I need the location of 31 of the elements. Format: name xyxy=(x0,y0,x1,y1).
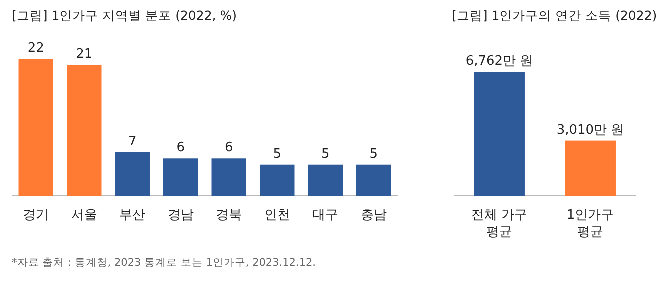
x-tick-label: 인천 xyxy=(264,208,290,223)
data-label: 5 xyxy=(370,146,378,162)
bar xyxy=(308,164,343,196)
x-tick-label: 서울 xyxy=(71,208,98,223)
x-tick-label: 1인가구 평균 xyxy=(566,208,614,240)
data-label: 21 xyxy=(76,47,93,62)
data-label: 5 xyxy=(321,146,330,162)
bar xyxy=(164,158,198,196)
data-label: 7 xyxy=(128,134,137,150)
data-label: 3,010만 원 xyxy=(556,122,624,138)
x-tick-label: 경남 xyxy=(168,208,194,223)
text: *자료 출처 : 통계청, 2023 통계로 보는 1인가구, 2023.12.12. xyxy=(12,257,316,269)
bar xyxy=(212,158,246,196)
x-tick-label: 충남 xyxy=(360,208,387,223)
bar xyxy=(67,65,102,196)
x-tick-label: 경북 xyxy=(216,208,242,223)
x-tick-label: 경기 xyxy=(23,208,50,223)
x-tick-label: 대구 xyxy=(312,208,339,223)
data-label: 5 xyxy=(273,146,282,162)
x-tick-label: 전체 가구 평균 xyxy=(471,208,528,240)
chart-title: [그림] 1인가구 지역별 분포 (2022, %) xyxy=(12,8,237,23)
bar xyxy=(356,164,392,196)
chart-title: [그림] 1인가구의 연간 소득 (2022) xyxy=(452,8,658,23)
bar xyxy=(18,59,54,196)
bar xyxy=(260,164,295,196)
bar xyxy=(115,152,150,196)
x-tick-label: 부산 xyxy=(120,208,146,223)
data-label: 6 xyxy=(224,140,234,156)
data-label: 6,762만 원 xyxy=(466,54,534,69)
data-label: 6 xyxy=(176,140,186,156)
data-label: 22 xyxy=(28,41,44,56)
